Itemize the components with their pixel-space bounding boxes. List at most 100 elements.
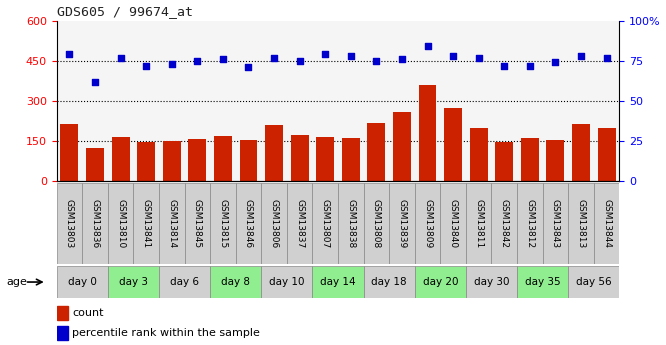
- Bar: [444, 108, 462, 181]
- Bar: [57, 183, 82, 264]
- Bar: [112, 137, 129, 181]
- Point: [115, 55, 126, 60]
- Text: GSM13836: GSM13836: [91, 199, 99, 248]
- Bar: [338, 183, 364, 264]
- Point: [575, 53, 586, 59]
- Bar: [312, 183, 338, 264]
- Bar: [261, 183, 287, 264]
- Bar: [61, 124, 79, 181]
- Point: [371, 58, 382, 63]
- Bar: [137, 141, 155, 181]
- Bar: [57, 326, 68, 339]
- Bar: [597, 128, 615, 181]
- Bar: [261, 266, 312, 298]
- Point: [525, 63, 535, 68]
- Bar: [342, 138, 360, 181]
- Text: GSM13844: GSM13844: [602, 199, 611, 248]
- Bar: [496, 141, 513, 181]
- Text: day 20: day 20: [422, 277, 458, 287]
- Bar: [415, 183, 440, 264]
- Point: [474, 55, 484, 60]
- Text: day 56: day 56: [576, 277, 611, 287]
- Point: [166, 61, 177, 67]
- Bar: [210, 266, 261, 298]
- Point: [550, 60, 561, 65]
- Text: GSM13843: GSM13843: [551, 199, 560, 248]
- Bar: [184, 183, 210, 264]
- Text: day 8: day 8: [221, 277, 250, 287]
- Text: GSM13839: GSM13839: [398, 199, 406, 248]
- Text: GSM13809: GSM13809: [423, 199, 432, 248]
- Text: GSM13814: GSM13814: [167, 199, 176, 248]
- Text: GDS605 / 99674_at: GDS605 / 99674_at: [57, 5, 192, 18]
- Text: GSM13845: GSM13845: [192, 199, 202, 248]
- Text: GSM13815: GSM13815: [218, 199, 227, 248]
- Bar: [466, 266, 517, 298]
- Bar: [368, 123, 386, 181]
- Point: [346, 53, 356, 59]
- Bar: [364, 183, 389, 264]
- Text: GSM13807: GSM13807: [321, 199, 330, 248]
- Bar: [492, 183, 517, 264]
- Bar: [517, 183, 543, 264]
- Bar: [415, 266, 466, 298]
- Bar: [594, 183, 619, 264]
- Text: GSM13840: GSM13840: [449, 199, 458, 248]
- Text: day 0: day 0: [68, 277, 97, 287]
- Bar: [521, 138, 539, 181]
- Bar: [265, 125, 283, 181]
- Bar: [210, 183, 236, 264]
- Text: GSM13846: GSM13846: [244, 199, 253, 248]
- Text: GSM13810: GSM13810: [116, 199, 125, 248]
- Text: GSM13812: GSM13812: [525, 199, 534, 248]
- Point: [90, 79, 101, 85]
- Bar: [57, 266, 108, 298]
- Bar: [440, 183, 466, 264]
- Point: [64, 52, 75, 57]
- Text: day 30: day 30: [474, 277, 509, 287]
- Text: day 10: day 10: [269, 277, 304, 287]
- Text: GSM13838: GSM13838: [346, 199, 355, 248]
- Text: GSM13811: GSM13811: [474, 199, 484, 248]
- Point: [499, 63, 509, 68]
- Text: GSM13803: GSM13803: [65, 199, 74, 248]
- Text: GSM13837: GSM13837: [295, 199, 304, 248]
- Bar: [236, 183, 261, 264]
- Bar: [159, 266, 210, 298]
- Text: GSM13813: GSM13813: [577, 199, 585, 248]
- Point: [320, 52, 330, 57]
- Bar: [163, 141, 180, 181]
- Point: [448, 53, 458, 59]
- Bar: [393, 112, 411, 181]
- Text: GSM13841: GSM13841: [142, 199, 151, 248]
- Bar: [364, 266, 415, 298]
- Text: day 18: day 18: [372, 277, 407, 287]
- Bar: [547, 140, 564, 181]
- Text: GSM13808: GSM13808: [372, 199, 381, 248]
- Bar: [466, 183, 492, 264]
- Point: [243, 65, 254, 70]
- Text: GSM13842: GSM13842: [500, 199, 509, 248]
- Text: day 3: day 3: [119, 277, 148, 287]
- Bar: [108, 183, 133, 264]
- Bar: [240, 140, 258, 181]
- Bar: [287, 183, 312, 264]
- Bar: [517, 266, 568, 298]
- Text: percentile rank within the sample: percentile rank within the sample: [72, 328, 260, 338]
- Bar: [418, 86, 436, 181]
- Bar: [214, 136, 232, 181]
- Point: [601, 55, 612, 60]
- Bar: [82, 183, 108, 264]
- Text: day 6: day 6: [170, 277, 199, 287]
- Bar: [133, 183, 159, 264]
- Point: [141, 63, 151, 68]
- Point: [268, 55, 279, 60]
- Bar: [568, 183, 594, 264]
- Bar: [543, 183, 568, 264]
- Bar: [108, 266, 159, 298]
- Point: [422, 43, 433, 49]
- Point: [397, 57, 408, 62]
- Bar: [389, 183, 415, 264]
- Text: day 14: day 14: [320, 277, 356, 287]
- Bar: [572, 125, 590, 181]
